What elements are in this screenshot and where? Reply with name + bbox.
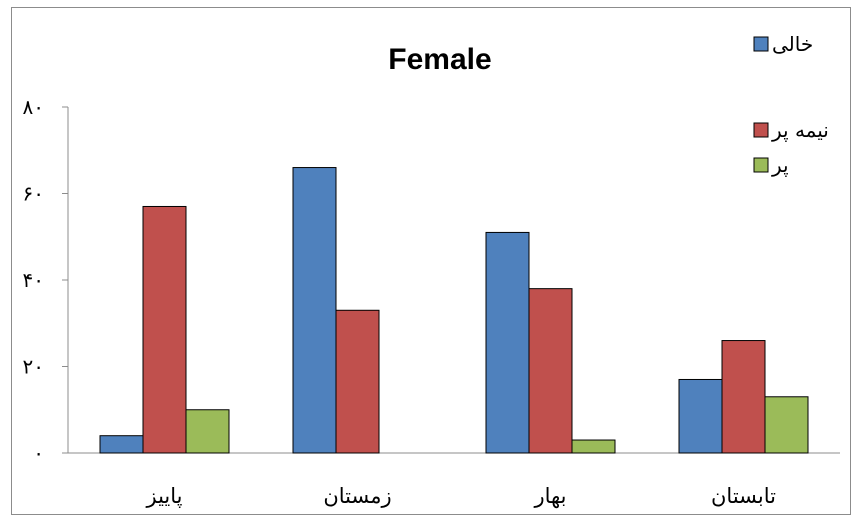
bar xyxy=(335,309,380,454)
bar xyxy=(142,205,187,454)
legend-swatch xyxy=(753,122,769,138)
y-tick-label: ۶۰ xyxy=(23,182,44,206)
y-tick-label: ۲۰ xyxy=(23,355,44,379)
bars xyxy=(99,167,809,454)
x-tick-label: پاییز xyxy=(145,484,182,508)
bar xyxy=(485,231,530,454)
bar xyxy=(99,435,144,454)
bar xyxy=(721,340,766,454)
x-tick-label: زمستان xyxy=(323,484,391,508)
y-tick-label: ۴۰ xyxy=(23,268,44,292)
x-tick-label: بهار xyxy=(533,484,566,508)
bar xyxy=(764,396,809,454)
bar xyxy=(185,409,230,454)
legend-swatch xyxy=(753,36,769,52)
legend-label: پر xyxy=(771,153,789,178)
bar xyxy=(292,167,337,454)
y-tick-label: ۸۰ xyxy=(23,95,44,119)
bar xyxy=(571,439,616,454)
legend-label: خالی xyxy=(772,32,813,56)
bar xyxy=(678,378,723,454)
legend-label: نیمه پر xyxy=(771,118,829,143)
y-tick-label: ۰ xyxy=(33,441,44,465)
chart-title: Female xyxy=(388,43,491,76)
x-tick-label: تابستان xyxy=(711,484,776,508)
legend: خالی نیمه پر پر xyxy=(753,32,829,178)
bar xyxy=(528,288,573,454)
legend-swatch xyxy=(753,157,769,173)
